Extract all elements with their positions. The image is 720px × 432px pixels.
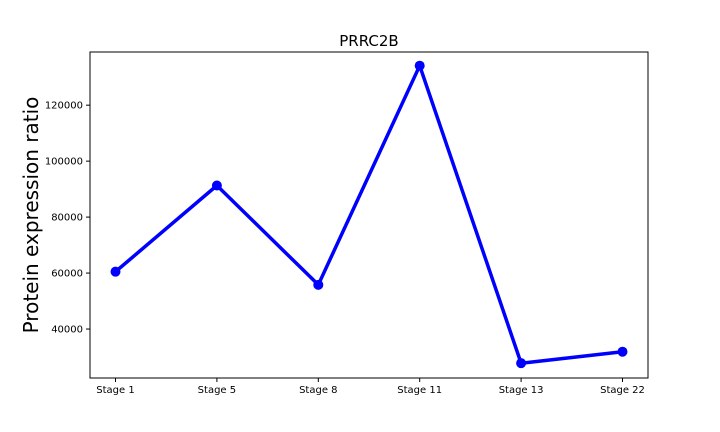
x-tick-label: Stage 8 [299,385,337,396]
y-axis-label: Protein expression ratio [19,97,43,334]
data-point [313,279,324,290]
data-point [211,180,222,191]
y-tick-label: 60000 [51,269,83,280]
y-tick-label: 40000 [51,325,83,336]
data-point [414,60,425,71]
y-axis-ticks: 40000 60000 80000 100000 120000 [45,101,90,336]
chart-title: PRRC2B [339,32,398,50]
x-tick-label: Stage 11 [397,385,442,396]
data-point [516,358,527,369]
x-tick-label: Stage 1 [96,385,134,396]
series-line [114,63,623,365]
plot-area [89,51,649,379]
x-axis-ticks: Stage 1 Stage 5 Stage 8 Stage 11 Stage 13 Sta… [96,378,645,396]
y-tick-label: 100000 [45,157,83,168]
y-tick-label: 80000 [51,213,83,224]
data-point [110,266,121,277]
data-point [617,346,628,357]
x-tick-label: Stage 5 [198,385,236,396]
x-tick-label: Stage 22 [600,385,645,396]
y-tick-label: 120000 [45,101,83,112]
series-layer [110,60,628,369]
x-tick-label: Stage 13 [499,385,544,396]
